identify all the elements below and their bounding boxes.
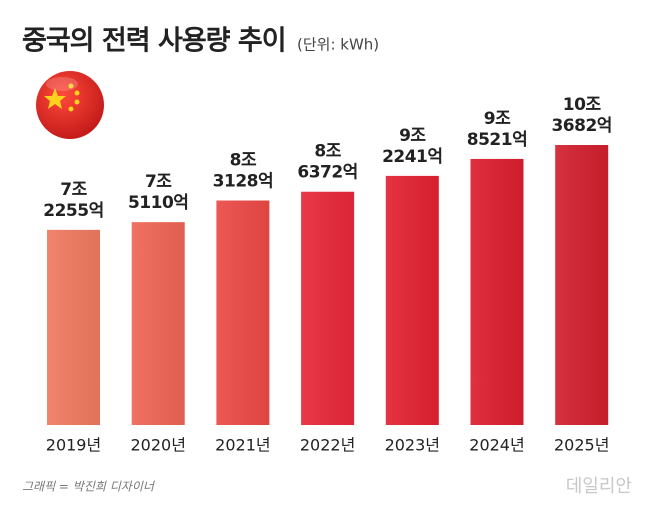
value-label: 9조: [484, 109, 511, 129]
x-tick-label: 2021년: [215, 436, 270, 455]
value-label: 2241억: [382, 147, 442, 167]
bar-shade: [385, 175, 439, 425]
bar-shade: [470, 158, 524, 425]
flag-icon: [36, 71, 104, 139]
chart-title: 중국의 전력 사용량 추이: [22, 26, 286, 57]
bar-shade: [301, 191, 355, 425]
value-label: 9조: [399, 126, 426, 146]
x-tick-label: 2024년: [469, 436, 524, 455]
value-label: 7조: [60, 180, 87, 200]
value-label: 7조: [145, 172, 172, 192]
x-tick-label: 2023년: [385, 436, 440, 455]
value-label: 8조: [230, 151, 257, 171]
value-label: 10조: [563, 95, 602, 115]
value-label: 2255억: [43, 201, 103, 221]
bar-shade: [47, 229, 100, 425]
value-label: 8조: [314, 142, 341, 162]
bar-shade: [216, 200, 270, 425]
chart-subtitle: (단위: kWh): [297, 36, 379, 54]
bar-shade: [131, 222, 185, 425]
x-tick-label: 2022년: [300, 436, 355, 455]
value-label: 5110억: [128, 193, 188, 213]
watermark: 데일리안: [566, 476, 632, 497]
credit: 그래픽 = 박진희 디자이너: [22, 480, 156, 494]
bar-shade: [555, 145, 609, 425]
x-tick-label: 2025년: [554, 436, 609, 455]
value-label: 3128억: [213, 172, 273, 192]
x-tick-label: 2020년: [130, 436, 185, 455]
x-tick-label: 2019년: [46, 436, 101, 455]
value-label: 3682억: [551, 116, 611, 136]
value-label: 6372억: [297, 163, 357, 183]
value-label: 8521억: [467, 130, 527, 150]
